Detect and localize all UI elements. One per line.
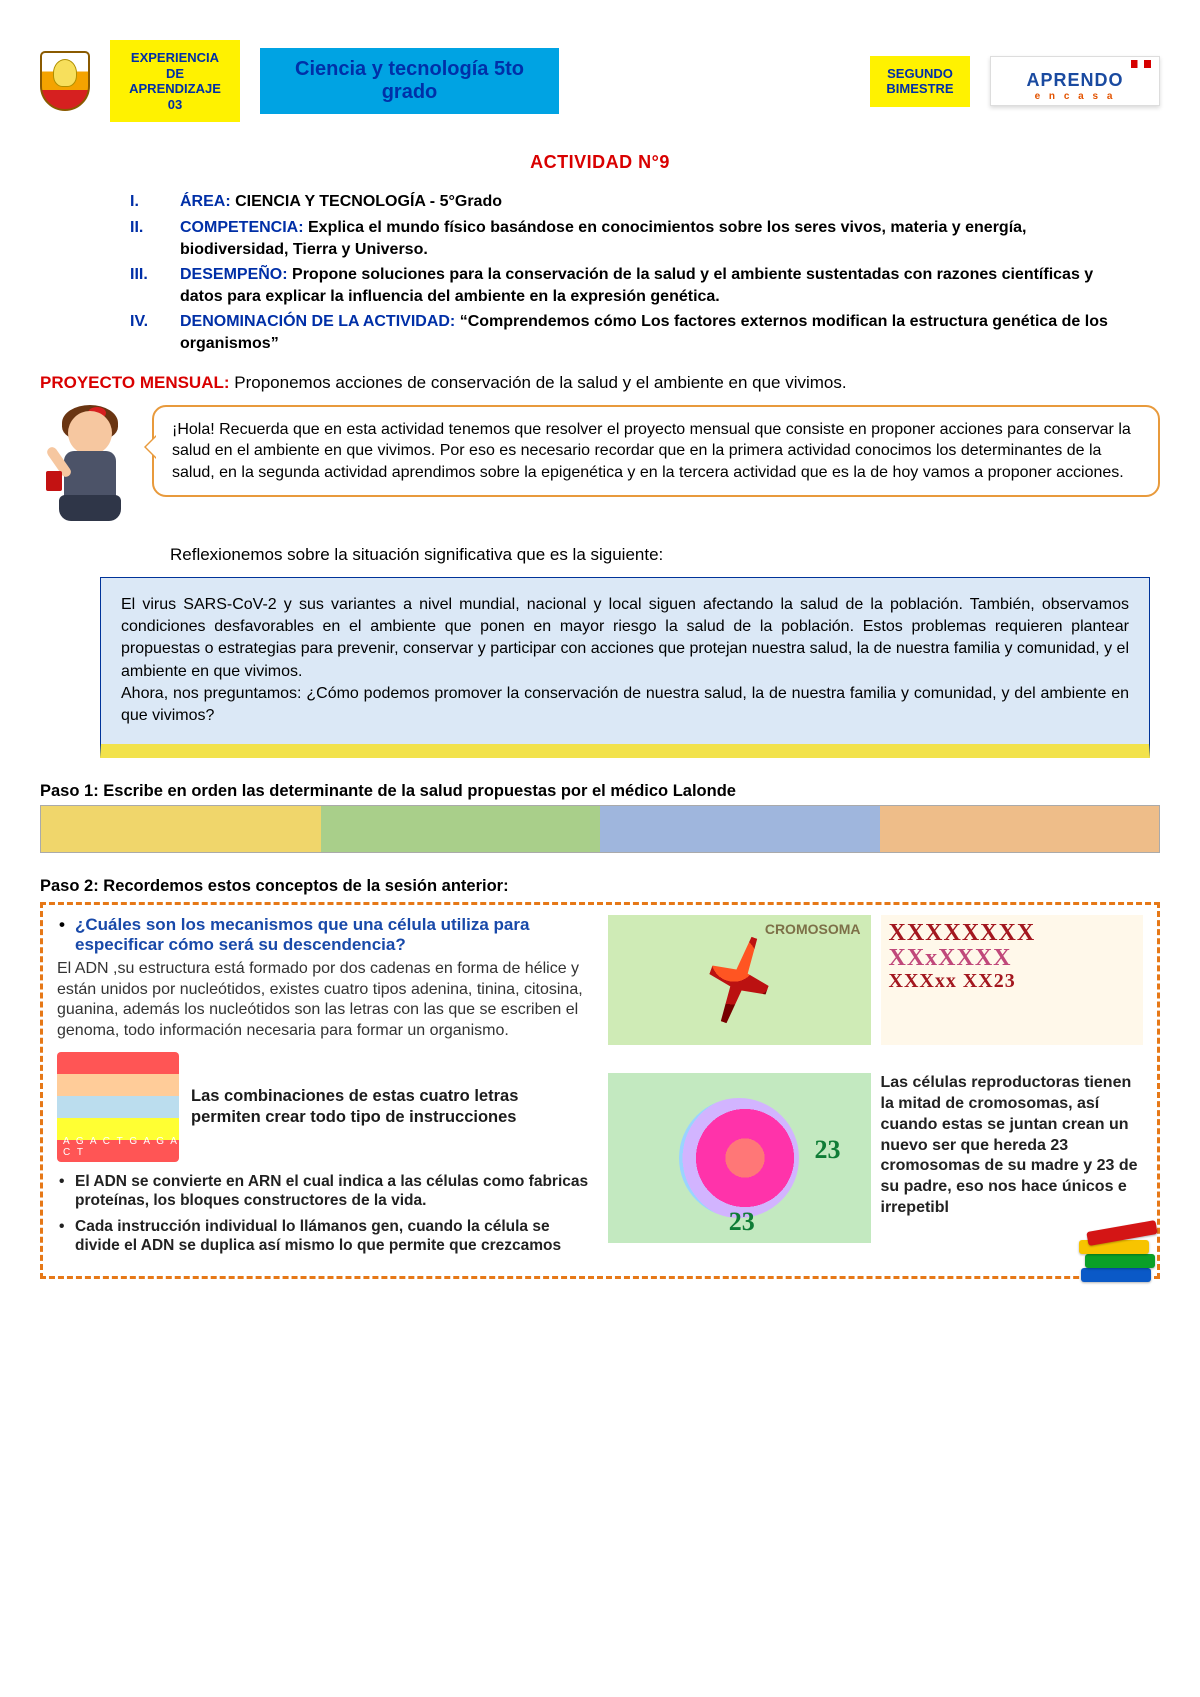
bullets: El ADN se convierte en ARN el cual indic… — [57, 1172, 592, 1256]
karyotype-xxx-icon: XXXXXXXX XXxXXXX XXXxx XX23 — [881, 915, 1144, 1045]
proyecto-label: PROYECTO MENSUAL: — [40, 373, 234, 392]
xxx-line3: XXXxx XX23 — [889, 971, 1136, 992]
info-text: Propone soluciones para la conservación … — [180, 266, 1093, 305]
adn-paragraph: El ADN ,su estructura está formado por d… — [57, 959, 592, 1042]
question-heading: ¿Cuáles son los mecanismos que una célul… — [57, 915, 592, 955]
aprendo-sub-text: e n c a s a — [1035, 91, 1116, 102]
dna-row: Las combinaciones de estas cuatro letras… — [57, 1052, 592, 1162]
aprendo-logo: APRENDO e n c a s a — [990, 56, 1160, 106]
paso2-dashed-box: ¿Cuáles son los mecanismos que una célul… — [40, 902, 1160, 1279]
roman-num: III. — [130, 264, 180, 307]
roman-num: II. — [130, 217, 180, 260]
books-stack-icon — [1073, 1212, 1163, 1282]
info-desempeno: III. DESEMPEÑO: Propone soluciones para … — [130, 264, 1120, 307]
paso2-heading: Paso 2: Recordemos estos conceptos de la… — [40, 877, 1160, 896]
bullet-gen: Cada instrucción individual lo llámanos … — [57, 1217, 592, 1256]
paso1-cell[interactable] — [41, 806, 321, 852]
roman-num: IV. — [130, 311, 180, 354]
count-23-a: 23 — [815, 1135, 841, 1165]
school-shield-icon — [40, 51, 90, 111]
peru-flag-icon — [1131, 60, 1151, 68]
xxx-line1: XXXXXXXX — [889, 921, 1136, 946]
paso1-cell[interactable] — [600, 806, 880, 852]
bullet-arn: El ADN se convierte en ARN el cual indic… — [57, 1172, 592, 1211]
chromosome-label: CROMOSOMA — [765, 921, 861, 937]
subject-chip: Ciencia y tecnología 5to grado — [260, 48, 559, 114]
header-row: EXPERIENCIA DE APRENDIZAJE 03 Ciencia y … — [40, 40, 1160, 122]
info-label: COMPETENCIA: — [180, 219, 308, 236]
info-list: I. ÁREA: CIENCIA Y TECNOLOGÍA - 5°Grado … — [130, 191, 1120, 354]
girl-illustration-icon — [40, 405, 140, 535]
proyecto-mensual: PROYECTO MENSUAL: Proponemos acciones de… — [40, 373, 1160, 393]
info-label: DENOMINACIÓN DE LA ACTIVIDAD: — [180, 313, 460, 330]
paso1-cell[interactable] — [880, 806, 1160, 852]
aprendo-main-text: APRENDO — [1026, 70, 1123, 91]
count-23-b: 23 — [729, 1207, 755, 1237]
paso1-table — [40, 805, 1160, 853]
dna-letters-icon — [57, 1052, 179, 1162]
info-denominacion: IV. DENOMINACIÓN DE LA ACTIVIDAD: “Compr… — [130, 311, 1120, 354]
chromosome-image-icon: CROMOSOMA — [608, 915, 871, 1045]
egg-cell-icon: 23 23 — [608, 1073, 871, 1243]
proyecto-text: Proponemos acciones de conservación de l… — [234, 373, 846, 392]
paso1-heading: Paso 1: Escribe en orden las determinant… — [40, 782, 1160, 801]
info-label: DESEMPEÑO: — [180, 266, 292, 283]
dna-caption: Las combinaciones de estas cuatro letras… — [191, 1086, 592, 1127]
paso2-col-left: ¿Cuáles son los mecanismos que una célul… — [57, 915, 592, 1262]
speech-section: ¡Hola! Recuerda que en esta actividad te… — [40, 405, 1160, 535]
info-area: I. ÁREA: CIENCIA Y TECNOLOGÍA - 5°Grado — [130, 191, 1120, 213]
info-competencia: II. COMPETENCIA: Explica el mundo físico… — [130, 217, 1120, 260]
reflex-intro: Reflexionemos sobre la situación signifi… — [170, 545, 1160, 565]
activity-title: ACTIVIDAD N°9 — [40, 152, 1160, 173]
paso2-col-right: CROMOSOMA XXXXXXXX XXxXXXX XXXxx XX23 23… — [608, 915, 1143, 1262]
paso1-cell[interactable] — [321, 806, 601, 852]
roman-num: I. — [130, 191, 180, 213]
speech-bubble: ¡Hola! Recuerda que en esta actividad te… — [152, 405, 1160, 498]
experiencia-chip: EXPERIENCIA DE APRENDIZAJE 03 — [110, 40, 240, 122]
info-label: ÁREA: — [180, 193, 235, 210]
bimestre-chip: SEGUNDO BIMESTRE — [870, 56, 970, 107]
xxx-line2: XXxXXXX — [889, 946, 1136, 971]
info-text: CIENCIA Y TECNOLOGÍA - 5°Grado — [235, 193, 502, 210]
context-box: El virus SARS-CoV-2 y sus variantes a ni… — [100, 577, 1150, 758]
